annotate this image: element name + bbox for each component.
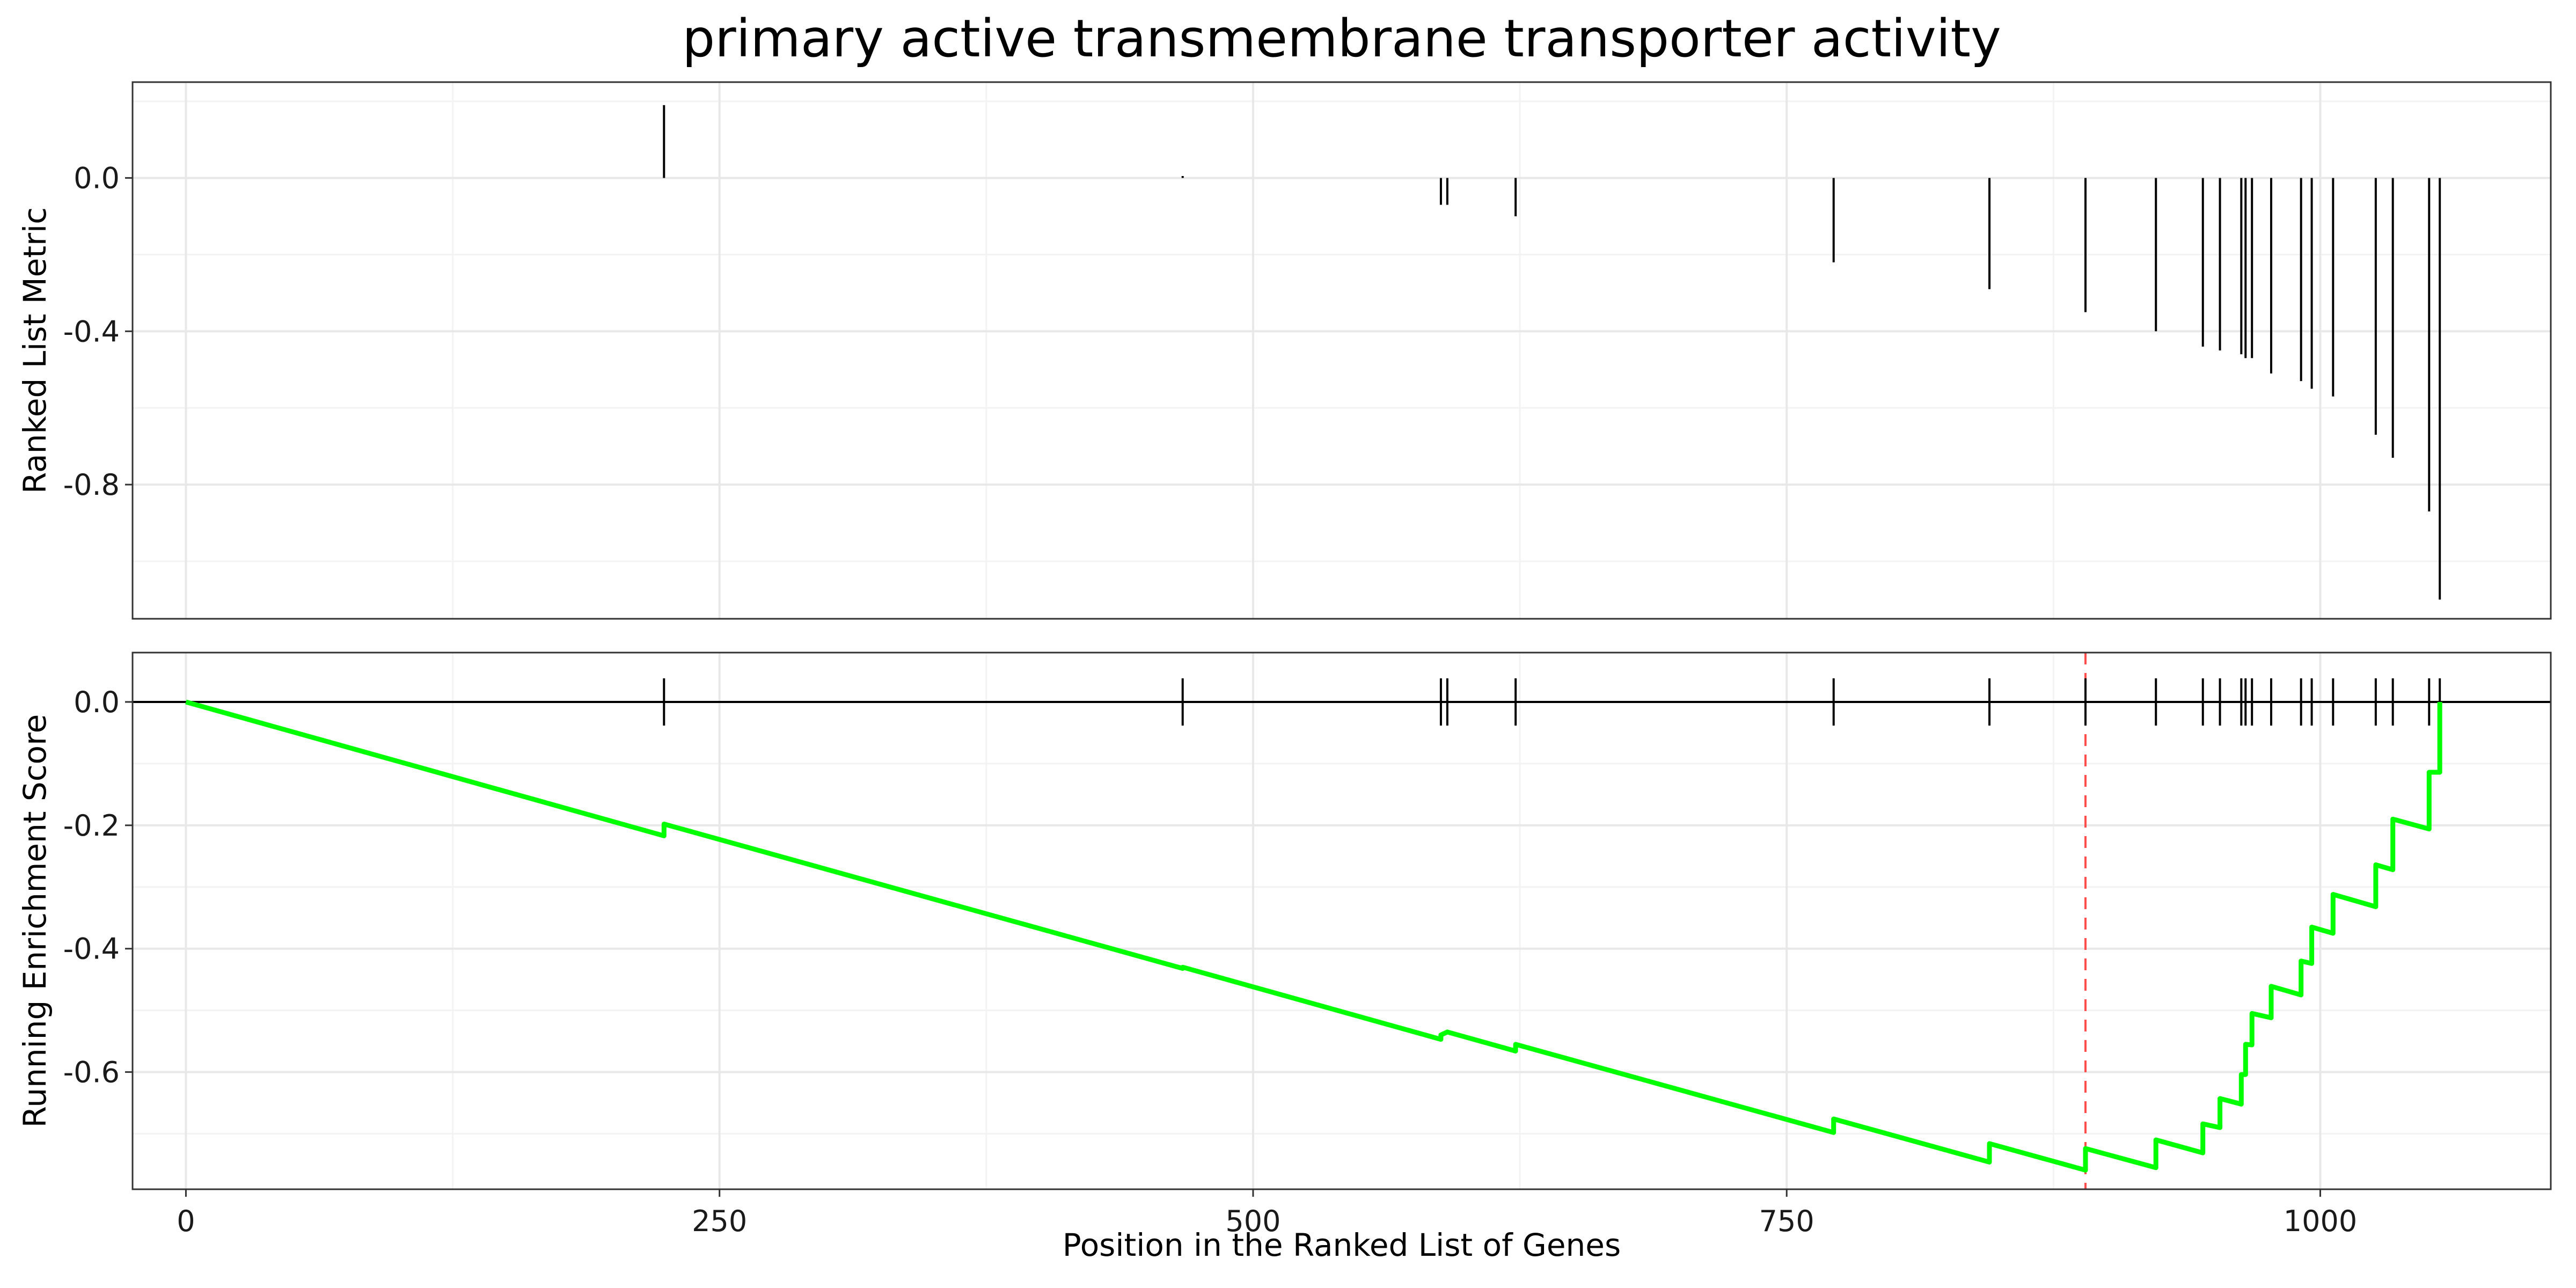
top-y-tick-label: -0.8 xyxy=(63,468,120,502)
top-y-tick-label: -0.4 xyxy=(63,314,120,348)
bottom-y-axis: 0.0 -0.2 -0.4 -0.6 xyxy=(63,685,133,1089)
ranked-metric-bars xyxy=(663,105,2441,600)
bottom-y-tick-label: 0.0 xyxy=(74,685,120,719)
x-tick-label: 250 xyxy=(692,1204,747,1238)
top-y-axis-title: Ranked List Metric xyxy=(17,207,53,494)
x-axis-title: Position in the Ranked List of Genes xyxy=(1063,1227,1621,1263)
bottom-panel-border xyxy=(131,652,2552,1190)
chart-title: primary active transmembrane transporter… xyxy=(682,9,2001,69)
bottom-y-axis-title: Running Enrichment Score xyxy=(17,714,53,1128)
top-y-tick-label: 0.0 xyxy=(74,162,120,195)
top-y-axis: 0.0 -0.4 -0.8 xyxy=(63,162,133,502)
bottom-y-tick-label: -0.6 xyxy=(63,1056,120,1089)
hit-ticks xyxy=(663,678,2441,726)
running-enrichment-line xyxy=(185,699,2442,1173)
x-axis: 0 250 500 750 1000 xyxy=(177,1189,2357,1238)
bottom-y-tick-label: -0.4 xyxy=(63,932,120,966)
bottom-y-tick-label: -0.2 xyxy=(63,809,120,843)
top-panel: 0.0 -0.4 -0.8 Ranked List Metric xyxy=(17,81,2552,620)
top-panel-border xyxy=(131,81,2552,620)
x-tick-label: 750 xyxy=(1759,1204,1814,1238)
x-tick-label: 1000 xyxy=(2284,1204,2357,1238)
x-tick-label: 500 xyxy=(1225,1204,1280,1238)
bottom-panel: 0.0 -0.2 -0.4 -0.6 0 250 500 750 1000 Position … xyxy=(17,652,2552,1263)
top-grid xyxy=(133,82,2551,619)
x-tick-label: 0 xyxy=(177,1204,195,1238)
